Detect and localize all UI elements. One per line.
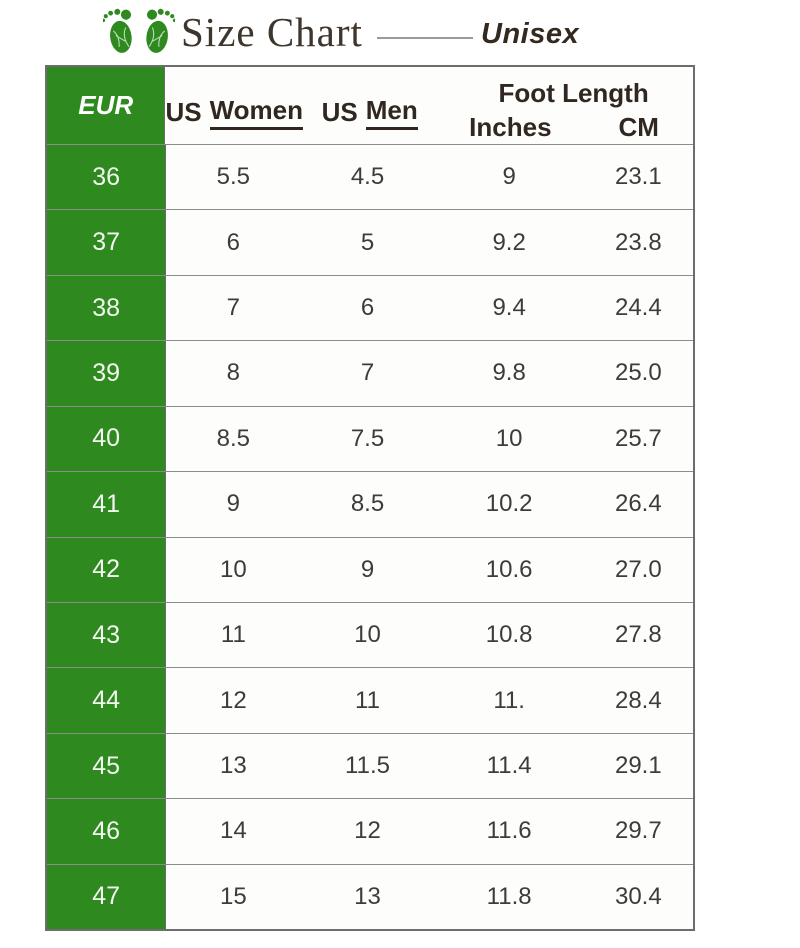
subtitle-unisex: Unisex [481, 18, 580, 50]
table-row: 38 7 6 9.4 24.4 [47, 274, 693, 341]
foot-length-cm-cell: 23.8 [614, 228, 662, 256]
us-men-size-cell: 11 [355, 686, 380, 714]
us-women-size-cell: 5.5 [216, 163, 251, 191]
foot-length-inches-cell: 9.4 [492, 294, 526, 322]
foot-length-inches-cell: 11.8 [486, 882, 532, 910]
us-women-underlined: Women [209, 95, 304, 130]
foot-length-cm-cell: 27.0 [614, 555, 662, 583]
foot-length-inches-cell: 9.8 [492, 359, 526, 387]
table-body: 36 5.5 4.5 9 23.1 37 6 5 9.2 23.8 38 7 6… [47, 144, 693, 930]
us-women-size-cell: 9 [226, 490, 241, 518]
footprints-icon [103, 8, 175, 53]
column-header-foot-length: Foot Length [498, 78, 649, 108]
us-women-size-cell: 12 [219, 686, 247, 714]
foot-length-cm-cell: 23.1 [614, 163, 662, 191]
us-women-size-cell: 8 [226, 359, 241, 387]
table-row: 41 9 8.5 10.2 26.4 [47, 471, 693, 537]
us-women-size-cell: 14 [219, 817, 247, 845]
eur-size-cell: 46 [47, 799, 167, 864]
us-women-size-cell: 11 [220, 621, 246, 649]
us-men-size-cell: 4.5 [350, 163, 385, 191]
table-row: 42 10 9 10.6 27.0 [47, 536, 693, 602]
foot-length-cm-cell: 26.4 [614, 490, 662, 518]
foot-length-inches-cell: 11.4 [486, 752, 532, 779]
foot-length-cm-cell: 25.0 [614, 359, 662, 387]
column-header-us-men: US Men [303, 67, 436, 144]
foot-length-cm-cell: 25.7 [614, 424, 662, 452]
eur-size-cell: 47 [47, 864, 167, 930]
table-row: 40 8.5 7.5 10 25.7 [47, 405, 693, 472]
table-row: 36 5.5 4.5 9 23.1 [47, 144, 693, 210]
eur-size-cell: 40 [47, 406, 167, 472]
us-men-prefix: US [321, 97, 358, 127]
column-header-inches: Inches [469, 112, 552, 142]
us-men-size-cell: 7.5 [350, 424, 385, 452]
column-header-us-women: US Women [165, 67, 304, 144]
foot-length-cm-cell: 24.4 [614, 294, 662, 322]
foot-length-inches-cell: 10.8 [485, 621, 533, 649]
eur-size-cell: 43 [47, 602, 167, 668]
us-men-size-cell: 7 [360, 359, 375, 387]
foot-length-inches-cell: 10 [495, 424, 523, 452]
table-row: 46 14 12 11.6 29.7 [47, 798, 693, 864]
us-men-size-cell: 12 [354, 817, 381, 845]
table-row: 47 15 13 11.8 30.4 [47, 863, 693, 930]
eur-size-cell: 45 [47, 733, 167, 799]
us-men-size-cell: 9 [360, 555, 375, 583]
foot-length-inches-cell: 10.2 [485, 490, 533, 518]
us-women-size-cell: 7 [226, 294, 241, 322]
eur-size-cell: 44 [47, 668, 167, 733]
column-header-eur: EUR [47, 67, 166, 144]
eur-size-cell: 37 [47, 210, 167, 275]
foot-length-cm-cell: 29.7 [614, 817, 662, 845]
us-women-size-cell: 15 [219, 882, 247, 910]
us-men-size-cell: 8.5 [350, 490, 385, 518]
table-row: 39 8 7 9.8 25.0 [47, 340, 693, 406]
us-men-size-cell: 13 [354, 882, 381, 910]
foot-length-inches-cell: 11. [493, 686, 525, 714]
us-men-size-cell: 6 [360, 294, 375, 322]
us-men-size-cell: 11.5 [345, 752, 390, 779]
eur-size-cell: 36 [47, 145, 167, 210]
column-header-foot-length-group: Foot Length Inches CM [436, 67, 693, 144]
eur-size-cell: 39 [47, 341, 167, 406]
foot-length-inches-cell: 9 [502, 163, 516, 191]
eur-size-cell: 41 [47, 472, 167, 537]
foot-length-cm-cell: 30.4 [614, 882, 662, 910]
us-men-size-cell: 5 [360, 228, 375, 256]
us-men-size-cell: 10 [354, 621, 381, 649]
eur-size-cell: 42 [47, 537, 167, 602]
us-women-size-cell: 13 [219, 752, 247, 779]
us-women-size-cell: 6 [226, 228, 241, 256]
size-chart-table: EUR US Women US Men Foot Length Inches C… [45, 65, 695, 931]
us-women-size-cell: 8.5 [216, 424, 251, 452]
foot-length-inches-cell: 9.2 [492, 228, 526, 256]
eur-size-cell: 38 [47, 275, 167, 341]
table-row: 45 13 11.5 11.4 29.1 [47, 732, 693, 799]
foot-length-cm-cell: 29.1 [614, 752, 662, 779]
title-divider-line [377, 37, 473, 39]
us-women-prefix: US [165, 97, 202, 127]
us-women-size-cell: 10 [219, 555, 247, 583]
table-row: 37 6 5 9.2 23.8 [47, 209, 693, 275]
foot-length-cm-cell: 28.4 [614, 686, 662, 714]
foot-length-inches-cell: 11.6 [486, 817, 532, 845]
page-header: Size Chart Unisex [0, 0, 800, 65]
us-men-underlined: Men [365, 95, 418, 130]
table-header-row: EUR US Women US Men Foot Length Inches C… [47, 67, 693, 144]
column-header-cm: CM [618, 112, 659, 142]
foot-length-cm-cell: 27.8 [614, 621, 662, 649]
table-row: 44 12 11 11. 28.4 [47, 667, 693, 733]
table-row: 43 11 10 10.8 27.8 [47, 601, 693, 668]
foot-length-inches-cell: 10.6 [485, 555, 533, 583]
page-title: Size Chart [181, 9, 363, 55]
